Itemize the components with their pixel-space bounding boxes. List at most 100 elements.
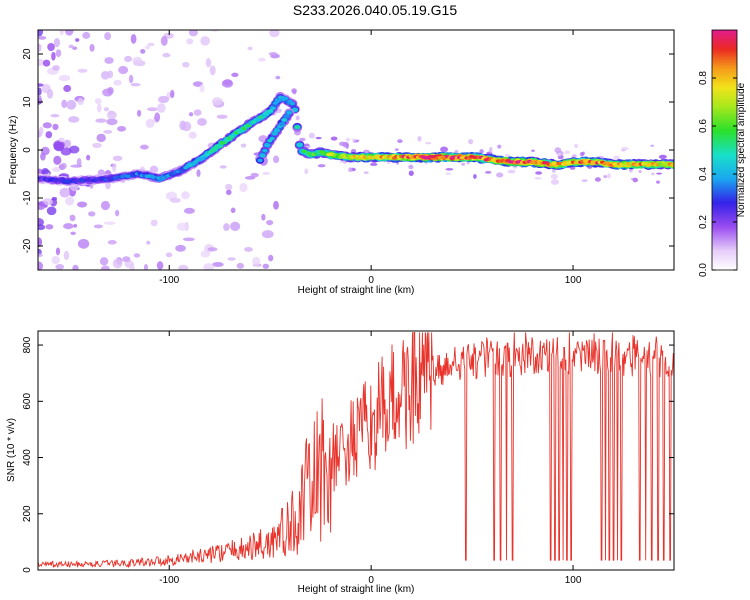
spectrogram-noise-cell: [38, 126, 44, 135]
spectrogram-noise-cell: [46, 88, 54, 99]
spectrogram-noise-cell: [59, 187, 71, 198]
colorbar-tick-label: 0.6: [698, 119, 709, 133]
spectrogram-noise-cell: [38, 87, 42, 96]
spectrogram-noise-cell: [231, 72, 239, 78]
spectrogram-noise-cell: [262, 263, 270, 269]
spectrogram-noise-cell: [89, 43, 95, 52]
spectrogram-noise-cell: [61, 99, 68, 109]
spectrogram-noise-cell: [124, 260, 135, 268]
spectrogram-noise-cell: [225, 189, 232, 196]
spectrogram-noise-cell: [348, 167, 353, 173]
spectrogram-noise-cell: [579, 151, 585, 157]
spectrogram-ridge-cell: [259, 154, 266, 158]
snr-y-tick-label: 0: [22, 567, 33, 573]
spectrogram-noise-cell: [70, 164, 83, 168]
spectrogram-noise-cell: [269, 30, 280, 38]
spectrogram-ridge-cell: [229, 135, 235, 139]
spectrogram-noise-cell: [244, 246, 253, 252]
spectrogram-ridge-cell: [284, 114, 290, 118]
spectrogram-noise-cell: [445, 168, 454, 171]
spectrogram-noise-cell: [181, 191, 190, 200]
spectrogram-noise-cell: [42, 59, 51, 67]
spectrogram-noise-cell: [63, 84, 72, 93]
spectrogram-noise-cell: [38, 83, 44, 87]
spectrogram-x-tick-label: 0: [368, 275, 374, 286]
spectrogram-noise-cell: [176, 222, 189, 231]
spectrogram-noise-cell: [77, 201, 88, 208]
spectrogram-noise-cell: [47, 42, 55, 52]
spectrogram-noise-cell: [273, 200, 279, 210]
spectrogram-noise-cell: [186, 38, 194, 45]
spectrogram-noise-cell: [239, 182, 248, 193]
spectrogram-noise-cell: [156, 261, 164, 270]
spectrogram-noise-cell: [473, 174, 477, 179]
spectrogram-noise-cell: [351, 138, 357, 141]
spectrogram-noise-cell: [212, 262, 224, 268]
spectrogram-noise-cell: [308, 132, 315, 139]
spectrogram-noise-cell: [638, 170, 642, 174]
spectrogram-noise-cell: [230, 221, 241, 231]
spectrogram-noise-cell: [82, 31, 91, 39]
spectrogram-noise-cell: [252, 256, 261, 267]
spectrogram-noise-cell: [149, 165, 159, 174]
spectrogram-noise-cell: [425, 141, 432, 145]
spectrogram-y-axis-label: Frequency (Hz): [8, 116, 19, 185]
spectrogram-noise-cell: [52, 123, 59, 131]
spectrogram-noise-cell: [160, 35, 168, 46]
spectrogram-noise-cell: [106, 118, 118, 126]
spectrogram-ridge-cell: [301, 149, 308, 154]
spectrogram-noise-cell: [169, 197, 181, 203]
spectrogram-ridge-cell: [281, 118, 287, 122]
spectrogram-noise-cell: [273, 155, 280, 164]
snr-x-tick-label: 0: [368, 575, 374, 586]
spectrogram-x-axis-label: Height of straight line (km): [298, 285, 415, 296]
spectrogram-noise-cell: [408, 164, 414, 170]
spectrogram-noise-cell: [183, 207, 195, 214]
spectrogram-noise-cell: [38, 218, 44, 227]
spectrogram-ridge-cell: [670, 163, 674, 167]
spectrogram-noise-cell: [531, 149, 535, 152]
spectrogram-noise-cell: [554, 147, 562, 154]
spectrogram-noise-cell: [117, 125, 127, 132]
spectrogram-noise-cell: [103, 129, 113, 134]
spectrogram-noise-cell: [496, 172, 504, 178]
spectrogram-noise-cell: [140, 48, 146, 54]
spectrogram-noise-cell: [38, 36, 47, 40]
spectrogram-noise-cell: [38, 43, 42, 53]
spectrogram-noise-cell: [603, 175, 608, 179]
spectrogram-noise-cell: [445, 172, 451, 175]
spectrogram-noise-cell: [77, 98, 84, 106]
spectrogram-noise-cell: [52, 65, 60, 71]
spectrogram-noise-cell: [621, 149, 626, 152]
spectrogram-noise-cell: [124, 55, 133, 63]
spectrogram-noise-cell: [45, 131, 53, 139]
spectrogram-noise-cell: [200, 36, 210, 46]
spectrogram-noise-cell: [440, 146, 449, 153]
spectrogram-noise-cell: [86, 154, 91, 161]
spectrogram-noise-cell: [38, 261, 44, 270]
spectrogram-ridge-cell: [292, 108, 298, 112]
spectrogram-noise-cell: [507, 169, 516, 174]
spectrogram-noise-cell: [38, 30, 44, 37]
spectrogram-ridge-cell: [241, 126, 247, 131]
spectrogram-noise-cell: [346, 137, 350, 142]
spectrogram-noise-cell: [146, 107, 158, 112]
spectrogram-noise-cell: [55, 49, 62, 58]
spectrogram-noise-cell: [461, 162, 466, 166]
spectrogram-noise-cell: [107, 240, 117, 245]
spectrogram-noise-cell: [656, 172, 663, 175]
spectrogram-noise-cell: [115, 209, 120, 217]
spectrogram-noise-cell: [38, 58, 45, 66]
spectrogram-noise-cell: [63, 139, 72, 148]
spectrogram-noise-cell: [77, 238, 90, 249]
spectrogram-y-tick-label: -20: [22, 238, 33, 253]
spectrogram-noise-cell: [104, 57, 114, 64]
spectrogram-noise-cell: [118, 66, 129, 74]
snr-plot-area: [38, 331, 674, 570]
spectrogram-noise-cell: [175, 244, 186, 252]
spectrogram-noise-cell: [250, 172, 259, 178]
snr-y-tick-label: 800: [22, 336, 33, 353]
spectrogram-noise-cell: [60, 162, 67, 170]
